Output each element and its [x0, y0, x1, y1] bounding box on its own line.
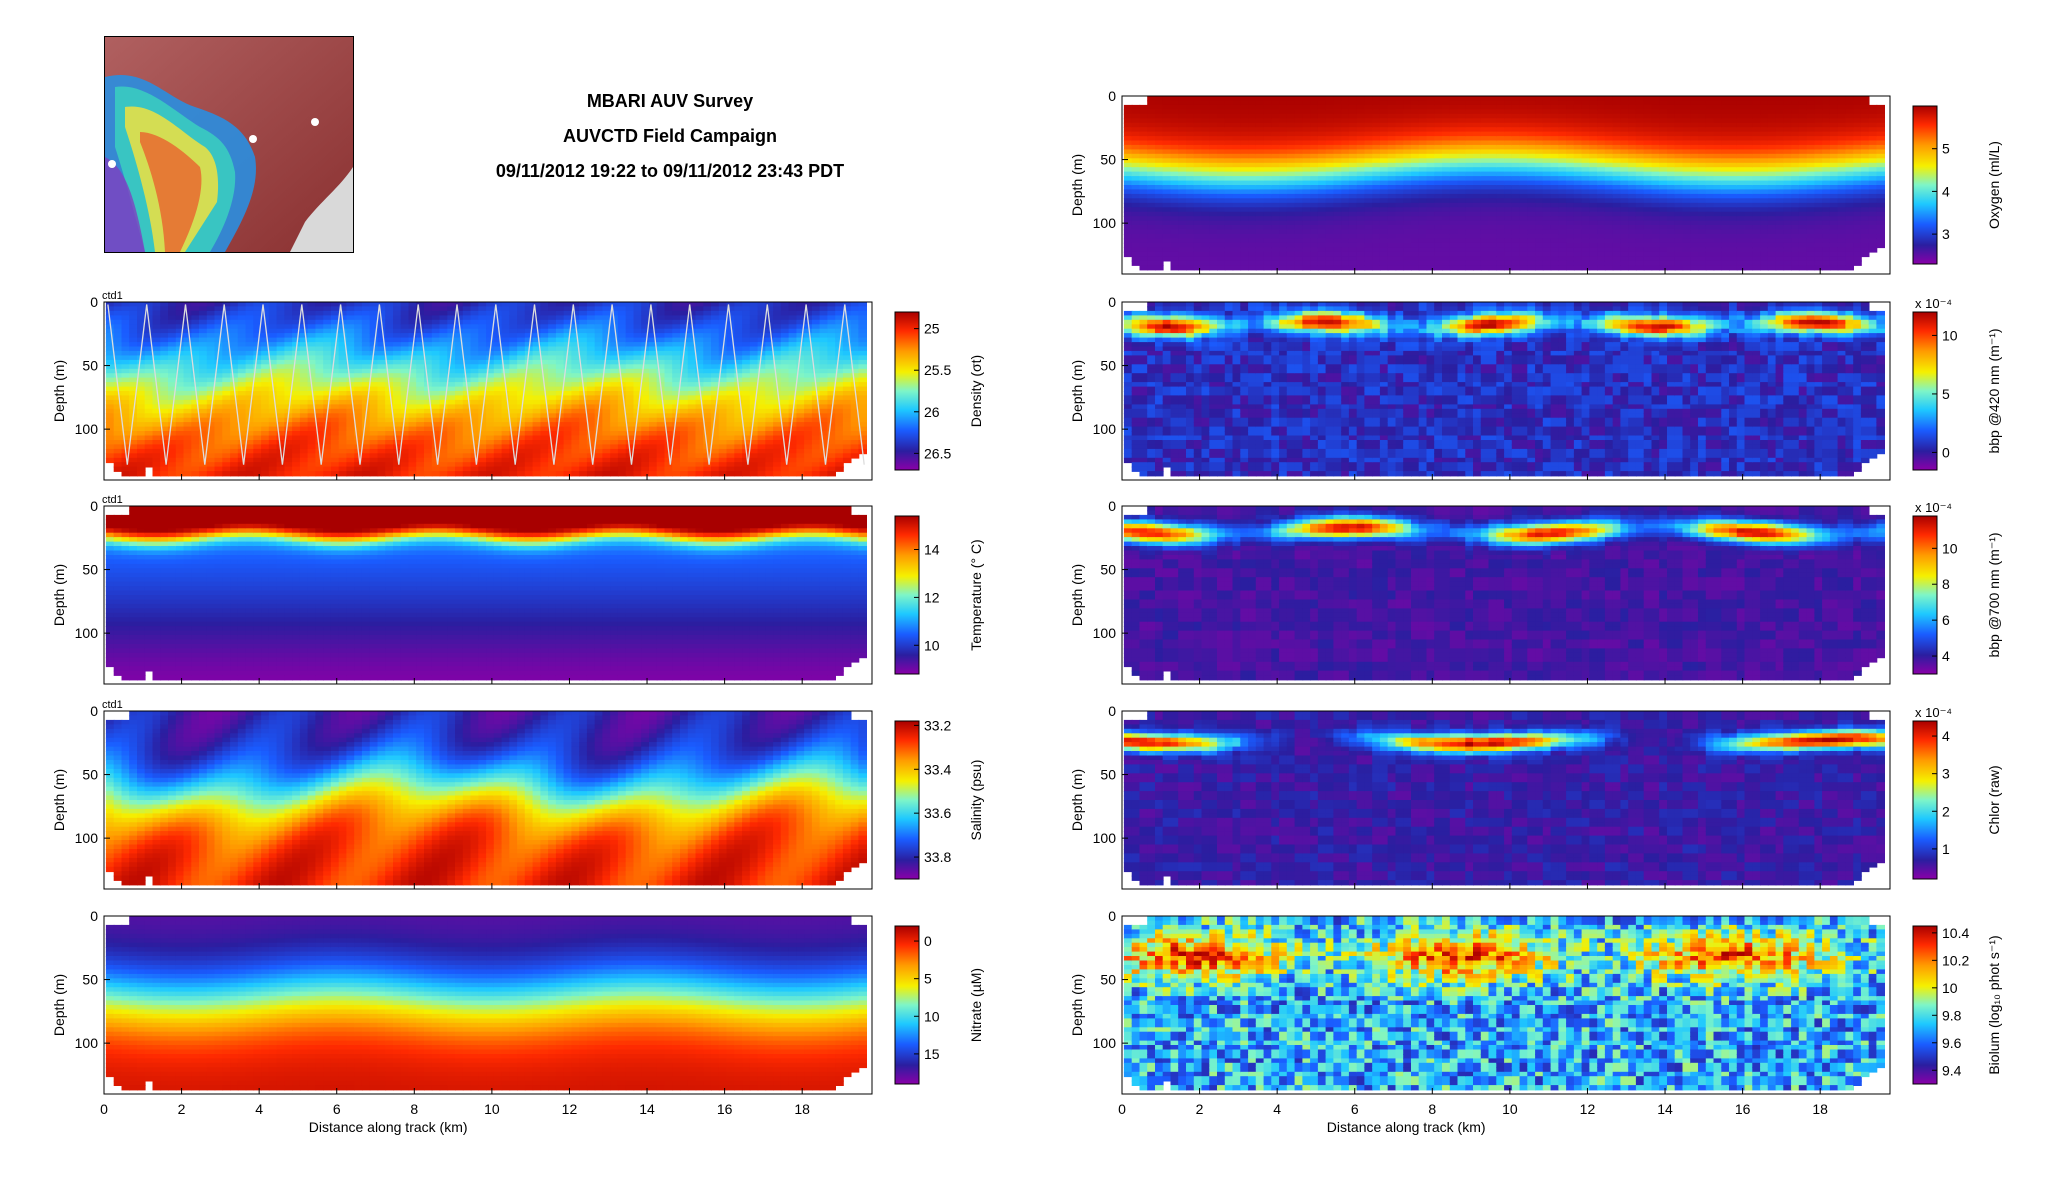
- heatmap-cell: [331, 471, 340, 476]
- heatmap-cell: [168, 471, 177, 476]
- heatmap-cell: [486, 471, 495, 476]
- heatmap-cell: [160, 471, 169, 476]
- heatmap-cell: [199, 471, 208, 476]
- heatmap-cell: [602, 471, 611, 476]
- heatmap-cell: [246, 471, 255, 476]
- heatmap-cell: [478, 471, 487, 476]
- heatmap-cell: [734, 471, 743, 476]
- heatmap-cell: [308, 471, 317, 476]
- heatmap-cell: [727, 471, 736, 476]
- heatmap-cell: [323, 471, 332, 476]
- heatmap-cell: [649, 471, 658, 476]
- heatmap-cell: [137, 471, 146, 476]
- heatmap-cell: [346, 471, 355, 476]
- heatmap-cell: [362, 471, 371, 476]
- heatmap-cell: [463, 471, 472, 476]
- heatmap-cell: [378, 471, 387, 476]
- heatmap-cell: [471, 471, 480, 476]
- heatmap-cell: [696, 471, 705, 476]
- heatmap-cell: [742, 471, 751, 476]
- heatmap-cell: [370, 471, 379, 476]
- heatmap-cell: [610, 471, 619, 476]
- heatmap-cell: [533, 471, 542, 476]
- heatmap-cell: [153, 471, 162, 476]
- heatmap-cell: [354, 471, 363, 476]
- heatmap-cell: [571, 471, 580, 476]
- heatmap-cell: [517, 471, 526, 476]
- heatmap-cell: [284, 471, 293, 476]
- heatmap-cell: [618, 471, 627, 476]
- heatmap-cell: [207, 471, 216, 476]
- heatmap-cell: [253, 471, 262, 476]
- heatmap-cell: [665, 471, 674, 476]
- heatmap-cell: [525, 471, 534, 476]
- heatmap-cell: [409, 471, 418, 476]
- heatmap-cell: [261, 471, 270, 476]
- heatmap-cell: [215, 471, 224, 476]
- heatmap-cell: [416, 471, 425, 476]
- heatmap-cell: [626, 471, 635, 476]
- heatmap-cell: [292, 471, 301, 476]
- heatmap-cell: [238, 471, 247, 476]
- heatmap-cell: [587, 471, 596, 476]
- heatmap-cell: [106, 458, 115, 463]
- heatmap-cell: [509, 471, 518, 476]
- heatmap-cell: [703, 471, 712, 476]
- heatmap-cell: [680, 471, 689, 476]
- heatmap-cell: [719, 471, 728, 476]
- heatmap-cell: [114, 467, 123, 472]
- heatmap-cell: [595, 471, 604, 476]
- heatmap-cell: [230, 471, 239, 476]
- heatmap-cell: [447, 471, 456, 476]
- heatmap-cell: [424, 471, 433, 476]
- heatmap-cell: [277, 471, 286, 476]
- heatmap-cell: [540, 471, 549, 476]
- heatmap-cell: [502, 471, 511, 476]
- heatmap-cell: [184, 471, 193, 476]
- heatmap-cell: [191, 471, 200, 476]
- heatmap-cell: [455, 471, 464, 476]
- heatmap-cell: [300, 471, 309, 476]
- heatmap-cell: [711, 471, 720, 476]
- heatmap-cell: [401, 471, 410, 476]
- heatmap-cell: [385, 471, 394, 476]
- heatmap-cell: [641, 471, 650, 476]
- heatmap-cell: [672, 471, 681, 476]
- heatmap-cell: [548, 471, 557, 476]
- heatmap-cell: [145, 462, 154, 467]
- heatmap-cell: [494, 471, 503, 476]
- heatmap-cell: [688, 471, 697, 476]
- heatmap-density: [106, 302, 867, 476]
- heatmap-cell: [440, 471, 449, 476]
- heatmap-cell: [222, 471, 231, 476]
- heatmap-cell: [432, 471, 441, 476]
- heatmap-cell: [129, 471, 138, 476]
- heatmap-cell: [579, 471, 588, 476]
- heatmap-cell: [564, 471, 573, 476]
- heatmap-cell: [634, 471, 643, 476]
- heatmap-cell: [122, 471, 131, 476]
- heatmap-cell: [556, 471, 565, 476]
- heatmap-cell: [339, 471, 348, 476]
- heatmap-cell: [269, 471, 278, 476]
- heatmap-cell: [393, 471, 402, 476]
- heatmap-cell: [315, 471, 324, 476]
- heatmap-cell: [176, 471, 185, 476]
- heatmap-cell: [657, 471, 666, 476]
